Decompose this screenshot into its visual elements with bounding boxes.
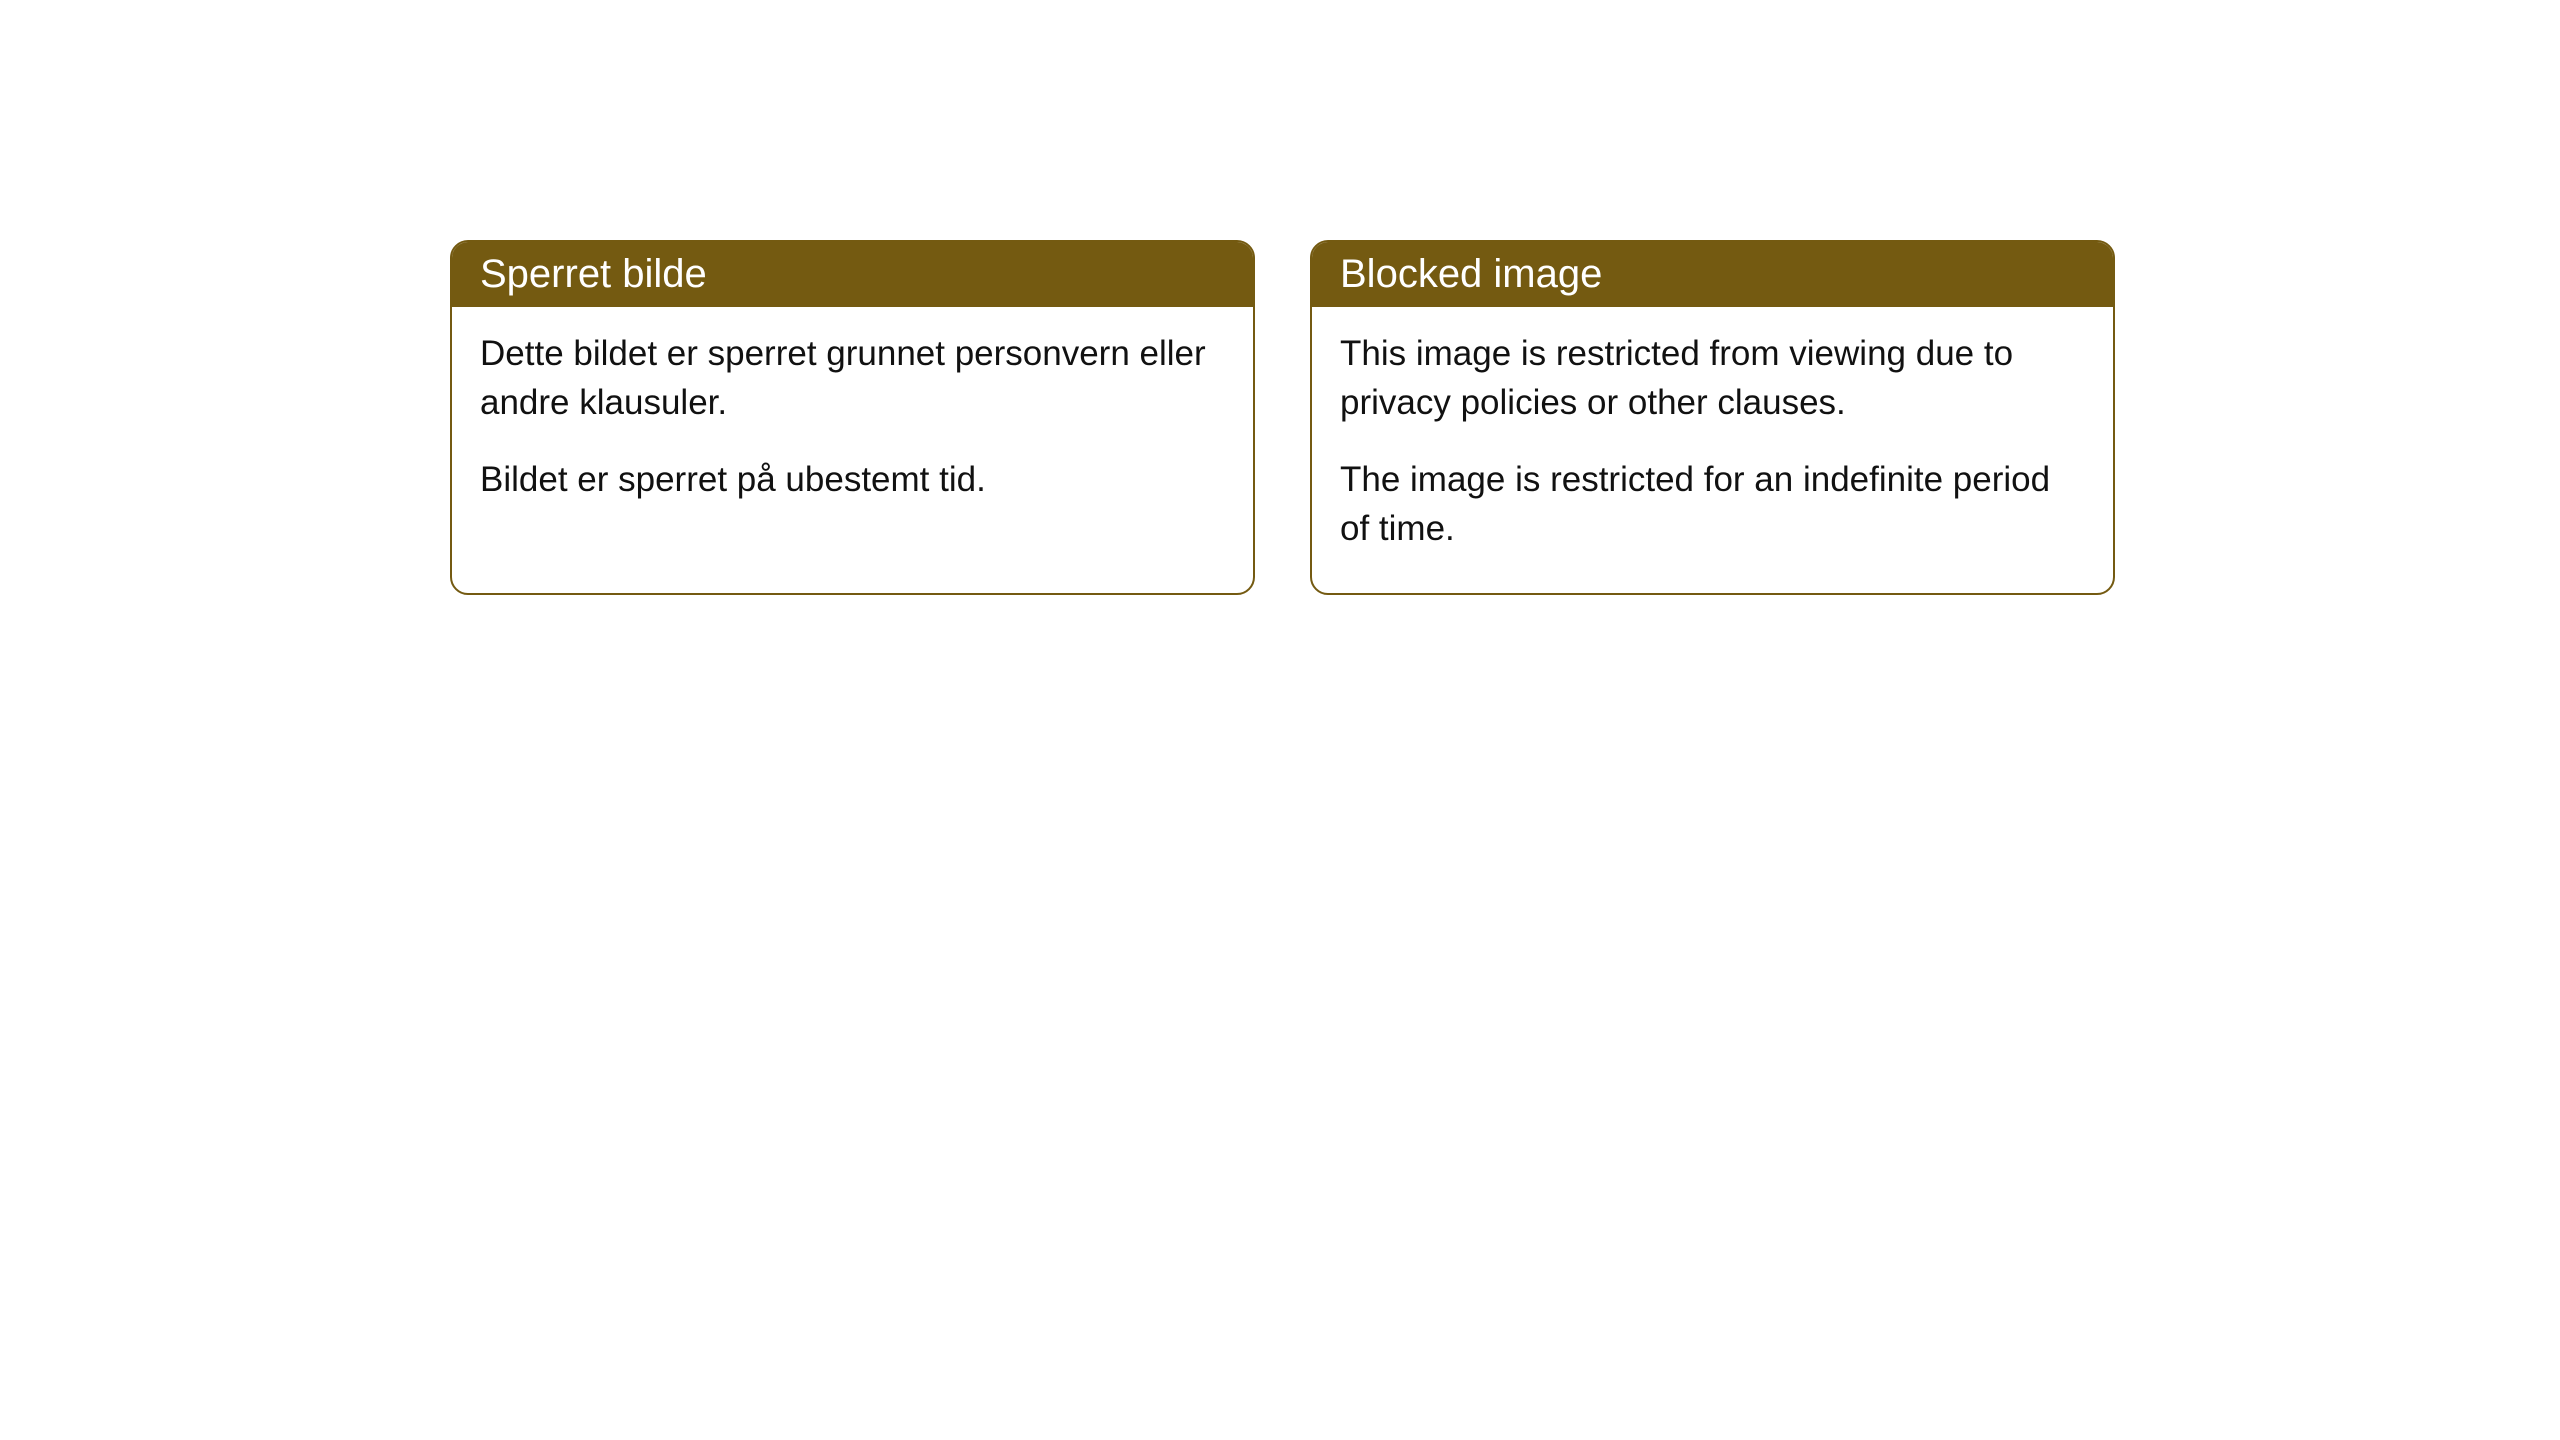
card-title: Blocked image	[1340, 252, 1602, 296]
card-paragraph: This image is restricted from viewing du…	[1340, 329, 2085, 427]
card-body: Dette bildet er sperret grunnet personve…	[452, 307, 1253, 544]
notice-card-norwegian: Sperret bilde Dette bildet er sperret gr…	[450, 240, 1255, 595]
card-title: Sperret bilde	[480, 252, 707, 296]
card-header: Blocked image	[1312, 242, 2113, 307]
card-paragraph: Dette bildet er sperret grunnet personve…	[480, 329, 1225, 427]
card-body: This image is restricted from viewing du…	[1312, 307, 2113, 593]
notice-cards-container: Sperret bilde Dette bildet er sperret gr…	[450, 240, 2560, 595]
card-paragraph: The image is restricted for an indefinit…	[1340, 455, 2085, 553]
notice-card-english: Blocked image This image is restricted f…	[1310, 240, 2115, 595]
card-header: Sperret bilde	[452, 242, 1253, 307]
card-paragraph: Bildet er sperret på ubestemt tid.	[480, 455, 1225, 504]
